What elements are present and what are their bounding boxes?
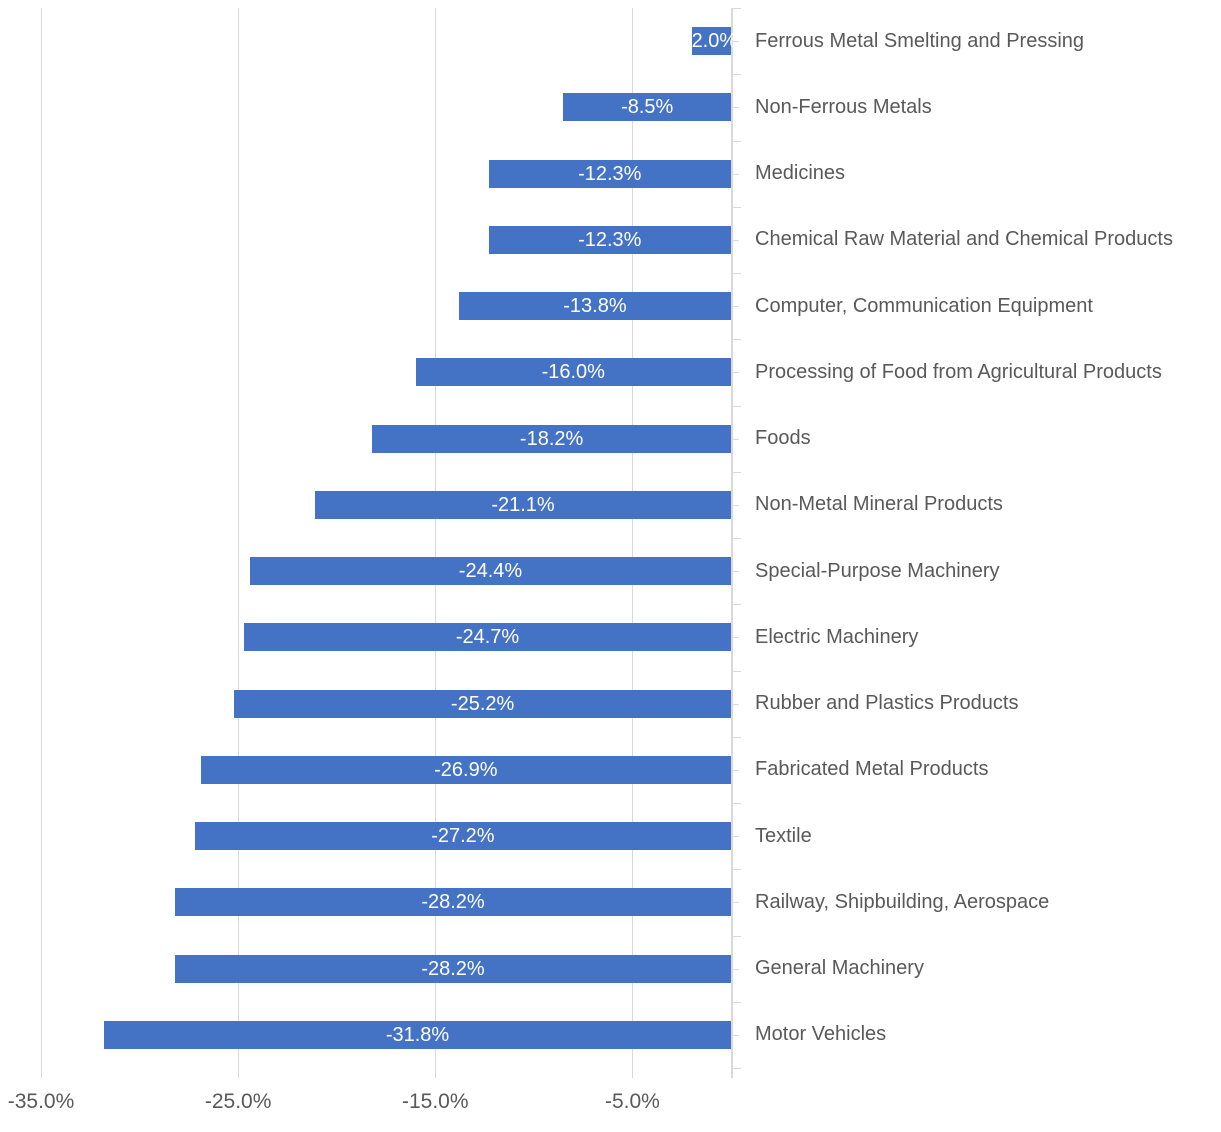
category-label: Chemical Raw Material and Chemical Produ… [755, 228, 1173, 251]
category-boundary-tick [733, 1068, 741, 1069]
category-label: Processing of Food from Agricultural Pro… [755, 360, 1162, 383]
category-boundary-tick [733, 935, 741, 937]
category-center-tick [733, 637, 739, 639]
category-label: General Machinery [755, 957, 924, 980]
category-center-tick [733, 438, 739, 440]
category-center-tick [733, 41, 739, 43]
category-center-tick [733, 836, 739, 838]
bar: -21.1% [315, 490, 731, 519]
bar: -24.7% [244, 623, 731, 652]
bar: -31.8% [104, 1020, 731, 1049]
gridline [238, 8, 240, 1068]
bar-value-label: -8.5% [621, 96, 674, 119]
value-axis-tick [41, 1068, 42, 1078]
bar-value-label: -28.2% [421, 957, 485, 980]
bar-value-label: -31.8% [385, 1023, 450, 1046]
category-label: Rubber and Plastics Products [755, 692, 1019, 715]
bar: -28.2% [175, 888, 731, 917]
category-label: Non-Ferrous Metals [755, 95, 932, 118]
category-boundary-tick [733, 206, 741, 208]
bar-value-label: -28.2% [421, 891, 485, 914]
bar: -24.4% [249, 557, 731, 586]
category-center-tick [733, 239, 739, 241]
bar: -13.8% [458, 292, 731, 321]
category-boundary-tick [733, 339, 741, 341]
category-boundary-tick [733, 538, 741, 539]
category-boundary-tick [733, 803, 741, 804]
bar: 2.0% [691, 27, 738, 56]
gridline [435, 8, 437, 1068]
category-center-tick [733, 571, 739, 573]
bar-value-label: -16.0% [541, 361, 605, 384]
category-label: Medicines [755, 162, 846, 185]
category-boundary-tick [733, 471, 741, 473]
category-label: Computer, Communication Equipment [755, 294, 1093, 317]
category-label: Special-Purpose Machinery [755, 559, 1000, 582]
bar: -28.2% [175, 954, 731, 983]
category-boundary-tick [733, 8, 741, 9]
category-label: Fabricated Metal Products [755, 758, 989, 781]
category-boundary-tick [733, 405, 741, 407]
value-axis-tick [632, 1068, 634, 1078]
category-center-tick [733, 703, 739, 705]
bar-value-label: -13.8% [563, 295, 627, 318]
category-center-tick [733, 504, 739, 506]
bar: -18.2% [372, 424, 731, 453]
bar-value-label: -18.2% [519, 427, 584, 450]
bar-value-label: -24.4% [458, 560, 523, 583]
category-label: Foods [755, 427, 811, 450]
bar-value-label: -24.7% [455, 626, 520, 649]
category-label: Textile [755, 824, 812, 847]
category-boundary-tick [733, 670, 741, 672]
category-center-tick [733, 968, 739, 970]
value-axis-tick-label: -15.0% [402, 1090, 469, 1113]
category-boundary-tick [733, 140, 741, 142]
category-boundary-tick [733, 604, 741, 606]
category-label: Ferrous Metal Smelting and Pressing [755, 29, 1085, 52]
bar-value-label: -27.2% [431, 825, 495, 848]
category-center-tick [733, 306, 739, 308]
category-center-tick [733, 107, 739, 109]
bar: -27.2% [194, 822, 731, 851]
category-label: Electric Machinery [755, 625, 919, 648]
value-axis-tick [238, 1068, 240, 1078]
category-label: Railway, Shipbuilding, Aerospace [755, 890, 1050, 913]
value-axis-tick-label: -35.0% [7, 1090, 75, 1113]
bar-value-label: -26.9% [434, 758, 498, 781]
gridline [41, 8, 42, 1068]
category-axis-line [731, 8, 733, 1078]
value-axis-tick-label: -5.0% [604, 1090, 660, 1113]
bar: -26.9% [200, 755, 731, 784]
bar-value-label: 2.0% [691, 30, 738, 53]
bar-value-label: -12.3% [578, 162, 642, 185]
bar: -25.2% [234, 689, 731, 718]
category-boundary-tick [733, 869, 741, 871]
category-boundary-tick [733, 74, 741, 76]
value-axis-tick [435, 1068, 437, 1078]
category-boundary-tick [733, 1001, 741, 1003]
bar: -12.3% [488, 225, 731, 254]
bar-value-label: -25.2% [450, 692, 515, 715]
category-boundary-tick [733, 273, 741, 274]
category-center-tick [733, 173, 739, 175]
value-axis-tick-label: -25.0% [204, 1090, 272, 1113]
bar-value-label: -12.3% [578, 228, 642, 251]
category-center-tick [733, 372, 739, 374]
category-center-tick [733, 1034, 739, 1036]
bar-value-label: -21.1% [491, 493, 555, 516]
category-center-tick [733, 769, 739, 771]
bar: -16.0% [415, 358, 731, 387]
category-center-tick [733, 902, 739, 904]
gridline [632, 8, 634, 1068]
category-label: Non-Metal Mineral Products [755, 493, 1003, 516]
bar: -8.5% [563, 93, 731, 122]
bar: -12.3% [488, 159, 731, 188]
category-label: Motor Vehicles [755, 1023, 887, 1046]
category-boundary-tick [733, 736, 741, 738]
